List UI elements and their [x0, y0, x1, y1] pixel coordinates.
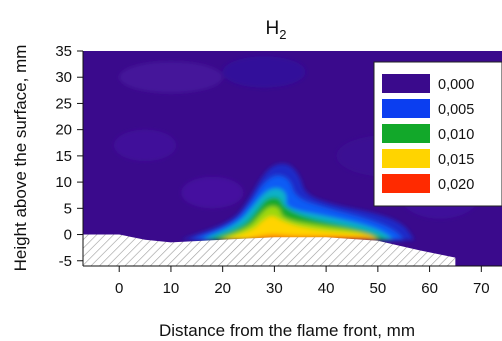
surface-layer [83, 234, 502, 266]
x-tick-label: 10 [163, 280, 180, 297]
x-axis-title: Distance from the flame front, mm [159, 321, 415, 340]
y-tick-label: 10 [55, 174, 72, 191]
y-tick-label: 30 [55, 69, 72, 86]
y-tick-label: -5 [59, 253, 72, 270]
x-tick-label: 20 [214, 280, 231, 297]
legend-label: 0,005 [438, 102, 474, 118]
legend-label: 0,010 [438, 127, 474, 143]
y-tick-label: 15 [55, 148, 72, 165]
chart-title-main: H [266, 18, 280, 39]
y-tick-label: 25 [55, 95, 72, 112]
background-blob [181, 176, 244, 209]
chart-title-subscript: 2 [279, 27, 286, 42]
x-tick-label: 0 [115, 280, 123, 297]
legend-label: 0,015 [438, 152, 474, 168]
legend-swatch [382, 99, 430, 118]
background-blob [119, 61, 223, 93]
y-tick-label: 5 [64, 200, 72, 217]
x-tick-label: 40 [318, 280, 335, 297]
x-tick-label: 60 [421, 280, 438, 297]
x-tick-label: 70 [473, 280, 490, 297]
y-tick-label: 20 [55, 122, 72, 139]
x-tick-label: 50 [370, 280, 387, 297]
surface-hatch [83, 234, 456, 266]
y-tick-label: 35 [55, 43, 72, 60]
background-blob [222, 56, 306, 88]
legend: 0,000 0,005 0,010 0,015 0,020 [373, 61, 502, 207]
contour-levels [181, 163, 415, 240]
legend-swatch [382, 74, 430, 93]
y-axis-title: Height above the surface, mm [11, 45, 30, 272]
y-tick-label: 0 [64, 227, 72, 244]
legend-swatch [382, 174, 430, 193]
y-axis: -5 0 5 10 15 20 25 30 35 [55, 43, 84, 270]
legend-swatch [382, 124, 430, 143]
legend-swatch [382, 149, 430, 168]
x-tick-label: 30 [266, 280, 283, 297]
chart-title: H2 [266, 18, 287, 42]
legend-label: 0,020 [438, 177, 474, 193]
legend-label: 0,000 [438, 77, 474, 93]
contour-level [222, 216, 378, 240]
x-axis: 0 10 20 30 40 50 60 70 [83, 265, 502, 297]
background-blob [114, 129, 177, 162]
surface-gap [455, 257, 502, 266]
